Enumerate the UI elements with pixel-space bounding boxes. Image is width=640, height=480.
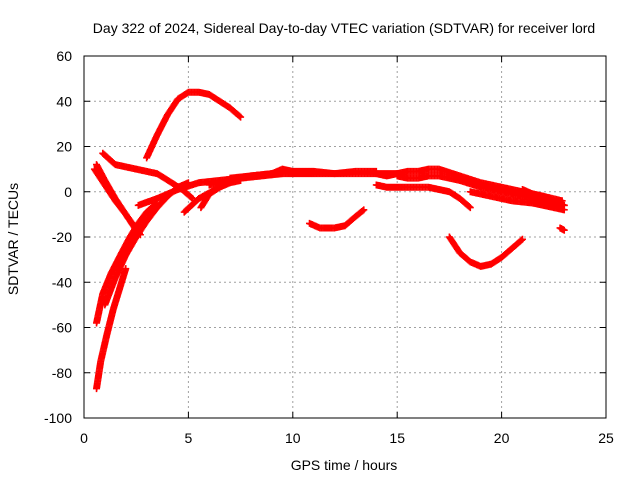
y-tick-label: -100: [44, 410, 72, 426]
data-point: [188, 194, 196, 202]
y-tick-label: -20: [52, 229, 72, 245]
grid-lines: [84, 56, 606, 418]
data-point: [517, 236, 525, 244]
data-point: [465, 203, 473, 211]
data-point: [560, 201, 568, 209]
data-point: [466, 204, 474, 212]
data-point: [518, 235, 526, 243]
series-arc-01: [93, 199, 161, 327]
x-tick-label: 0: [80, 430, 88, 446]
data-point: [136, 231, 144, 239]
x-tick-label: 15: [389, 430, 405, 446]
x-tick-label: 5: [185, 430, 193, 446]
x-tick-labels: 0 5 10 15 20 25: [80, 430, 614, 446]
y-tick-label: 60: [56, 48, 72, 64]
axis-ticks: [83, 55, 607, 419]
x-axis-label: GPS time / hours: [291, 457, 398, 473]
y-tick-label: 20: [56, 139, 72, 155]
y-tick-label: -40: [52, 274, 72, 290]
series-arc-05: [93, 161, 144, 239]
y-tick-label: 0: [64, 184, 72, 200]
series-arc-02: [93, 265, 130, 393]
y-tick-label: 40: [56, 93, 72, 109]
data-point: [136, 230, 144, 238]
series-arc-20: [556, 224, 568, 234]
y-tick-label: -60: [52, 320, 72, 336]
data-point: [236, 112, 244, 120]
series-arc-08: [143, 88, 245, 162]
data-point: [560, 226, 568, 234]
data-point: [360, 206, 368, 214]
data-point: [122, 265, 130, 273]
y-tick-labels: -100 -80 -60 -40 -20 0 20 40 60: [44, 48, 72, 426]
data-point: [359, 207, 367, 215]
series-arc-17: [445, 233, 526, 270]
y-tick-label: -80: [52, 365, 72, 381]
x-tick-label: 20: [494, 430, 510, 446]
series-arc-15: [372, 181, 474, 212]
series-arc-13: [306, 206, 368, 232]
x-tick-label: 25: [598, 430, 614, 446]
data-point: [237, 113, 245, 121]
y-axis-label: SDTVAR / TECUs: [5, 183, 21, 295]
x-tick-label: 10: [285, 430, 301, 446]
data-series: [90, 88, 568, 393]
series-arc-12: [226, 165, 380, 182]
series-arc-18: [466, 188, 568, 214]
series-arc-19: [518, 185, 568, 209]
chart-title: Day 322 of 2024, Sidereal Day-to-day VTE…: [93, 20, 595, 36]
